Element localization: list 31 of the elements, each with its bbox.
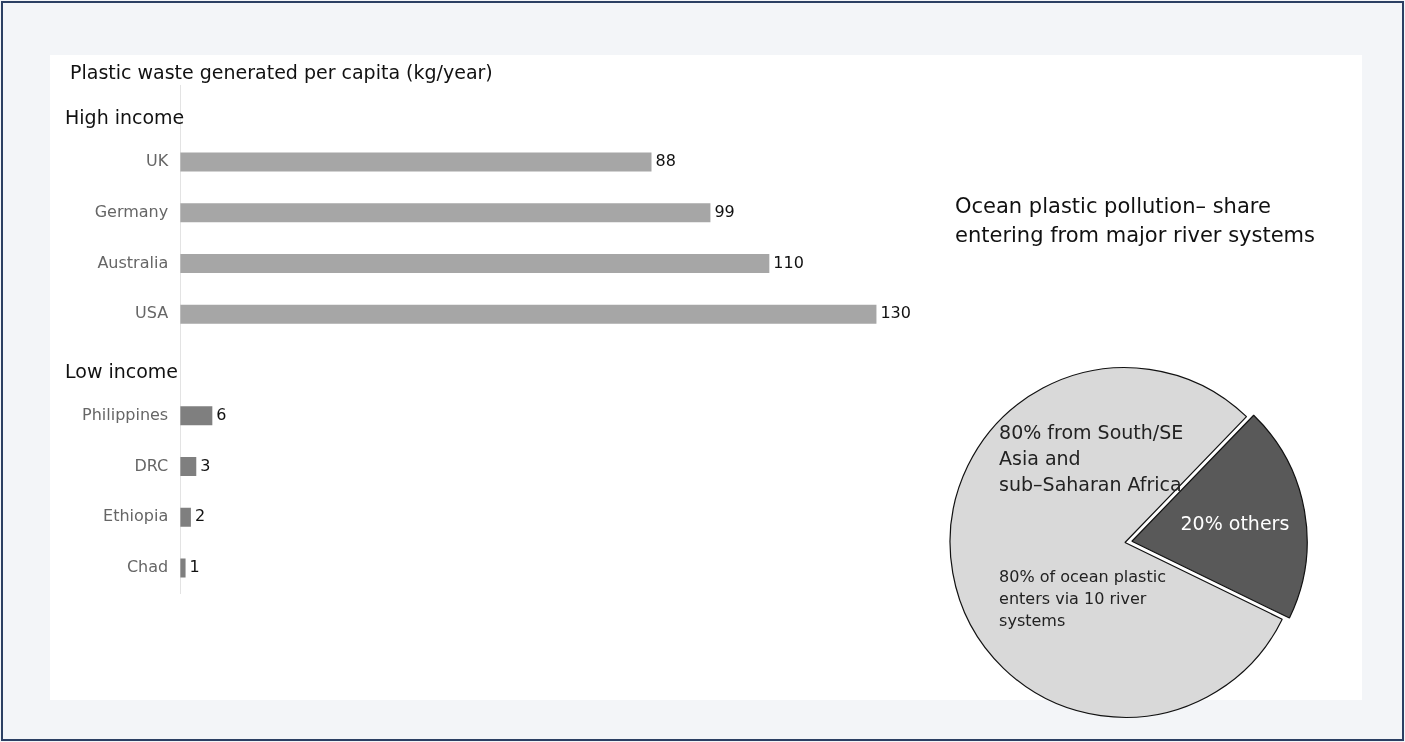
bar [180,253,770,273]
slice-label: 20% others [1180,511,1290,534]
text: 80% of ocean plastic enters via 10 river systems [999,566,1166,630]
data-label: 130 [880,303,911,323]
chart-title: Ocean plastic pollution– share entering from major river systems [955,193,1316,249]
bar [180,507,191,527]
data-label: 88 [655,151,676,171]
bar [180,152,652,172]
y-tick-label: Chad [126,557,169,577]
data-label: 99 [714,201,735,221]
data-label: 110 [773,252,804,272]
bar [180,558,186,578]
bar [180,304,877,324]
slice-label: 80% from South/SE Asia and sub–Saharan Africa [999,421,1184,495]
y-tick-label: UK [146,151,169,171]
series-label: Low income [65,359,179,382]
y-tick-label: DRC [134,455,169,475]
data-label: 3 [200,455,211,475]
data-label: 2 [194,506,206,526]
y-tick-label: USA [135,303,169,323]
data-label: 1 [189,557,200,577]
data-label: 6 [216,404,227,424]
series-label: High income [65,106,185,129]
y-tick-label: Germany [94,201,169,221]
bar [180,203,711,223]
chart-title: Plastic waste generated per capita (kg/year) [70,61,493,84]
bar [180,406,213,426]
y-tick-label: Philippines [82,404,169,424]
y-tick-label: Ethiopia [103,506,169,526]
bar [180,456,197,477]
y-tick-label: Australia [97,252,169,272]
